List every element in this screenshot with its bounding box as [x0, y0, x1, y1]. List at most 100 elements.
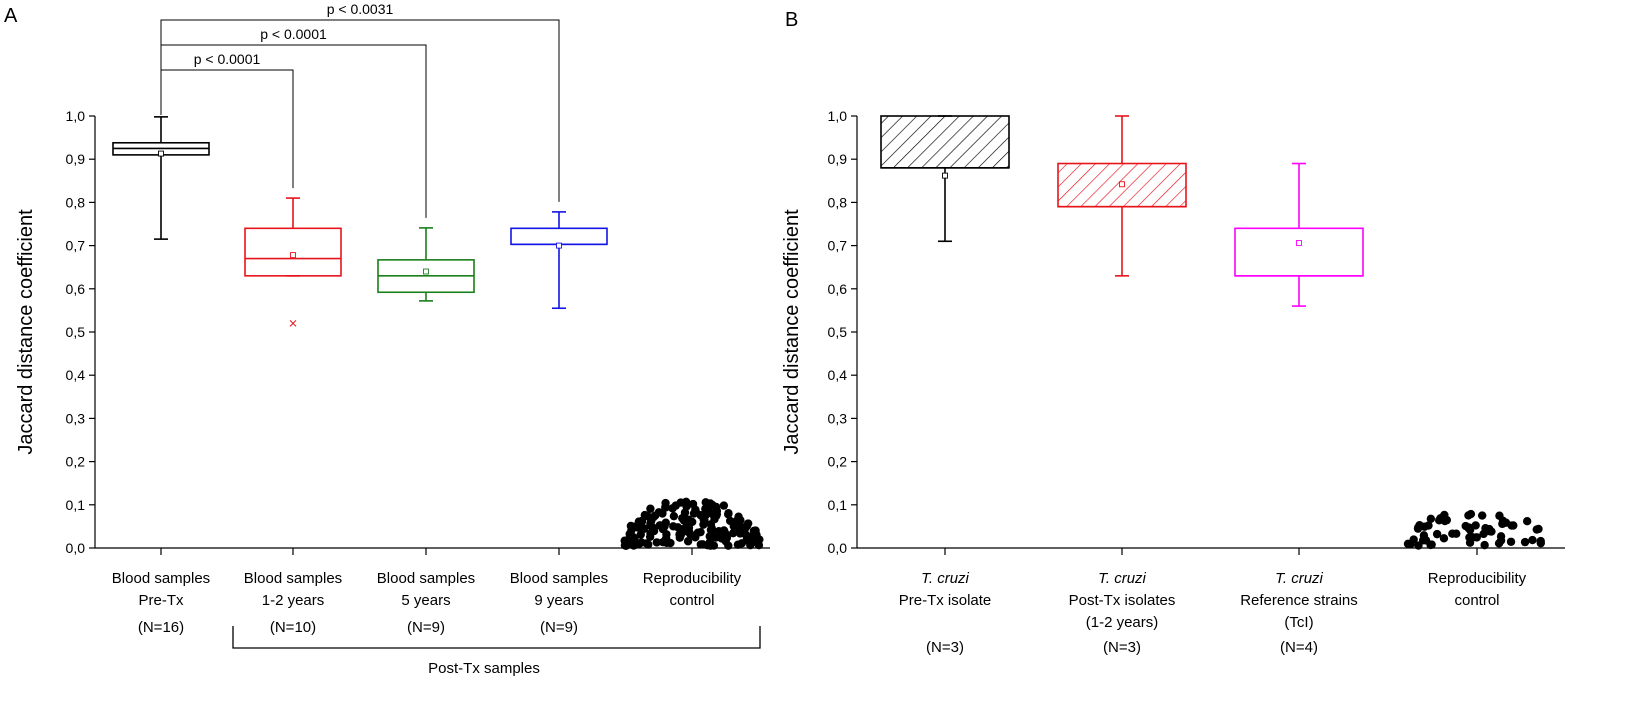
data-dot: [661, 518, 670, 527]
box-2: [1057, 115, 1187, 277]
data-dot: [676, 531, 685, 540]
post-tx-bracket: [232, 626, 761, 649]
x-label-line1: T. cruzi: [1275, 570, 1323, 587]
x-label-line2: 5 years: [401, 592, 450, 609]
data-dot: [1480, 540, 1489, 550]
data-dot: [625, 529, 634, 539]
data-dot: [1496, 532, 1506, 541]
x-label-line2: Pre-Tx isolate: [899, 592, 992, 609]
mean-marker: [1296, 240, 1302, 246]
box-1: [880, 115, 1010, 243]
data-dot: [678, 514, 687, 523]
data-dot: [1426, 540, 1435, 550]
data-dot: [622, 537, 632, 546]
data-dot: [643, 540, 653, 549]
group-n-label: (N=10): [270, 619, 316, 636]
y-tick-label: 0,9: [66, 151, 86, 167]
box-body: [1234, 227, 1364, 277]
data-dot: [1536, 536, 1545, 546]
data-dot: [1495, 511, 1504, 520]
p-value-label: p < 0.0031: [327, 1, 394, 17]
x-label-line2: 1-2 years: [262, 592, 325, 609]
x-label-line1: Reproducibility: [643, 570, 742, 587]
data-dot: [696, 527, 705, 537]
y-tick-label: 0,6: [828, 281, 848, 297]
box-body: [880, 115, 1010, 169]
y-tick-label: 0,3: [828, 410, 848, 426]
group-n-label: (N=4): [1280, 639, 1318, 656]
data-dot: [676, 498, 685, 507]
data-dot: [1439, 534, 1449, 543]
panel-b: 0,0 0,1 0,2 0,3 0,4 0,5 0,6 0,7 0,8 0,9 1,0 Jaccard…: [781, 108, 1565, 656]
data-dot: [683, 537, 693, 546]
y-tick-label: 0,1: [66, 497, 86, 513]
data-dot: [719, 501, 729, 510]
y-tick-label: 0,3: [66, 410, 86, 426]
x-label-line2: Pre-Tx: [139, 592, 185, 609]
data-dot: [706, 525, 716, 535]
data-dot: [696, 540, 706, 549]
y-tick-label: 0,6: [66, 281, 86, 297]
mean-marker: [942, 172, 948, 179]
data-dot: [1440, 510, 1449, 520]
data-dot: [1485, 524, 1494, 534]
data-dot: [705, 532, 714, 541]
x-label-line2: 9 years: [534, 592, 583, 609]
group-n-label: (N=16): [138, 619, 184, 636]
group-n-label: (N=9): [407, 619, 445, 636]
y-tick-label: 0,5: [828, 324, 848, 340]
data-dot: [1420, 522, 1429, 531]
y-axis-title: Jaccard distance coefficient: [15, 209, 37, 455]
data-dot: [1466, 509, 1476, 519]
x-label-line1: Blood samples: [510, 570, 608, 587]
panel-a-label: A: [4, 5, 18, 27]
data-dot: [738, 528, 747, 537]
x-label-line1: T. cruzi: [921, 570, 969, 587]
data-dot: [710, 512, 719, 521]
data-dot: [701, 498, 710, 507]
y-tick-label: 1,0: [66, 108, 86, 124]
y-tick-label: 0,7: [66, 238, 86, 254]
x-label-line3: (1-2 years): [1086, 614, 1159, 631]
x-label-line2: control: [1454, 592, 1499, 609]
x-label-line3: (TcI): [1284, 614, 1313, 631]
data-dot: [750, 530, 760, 540]
y-tick-label: 0,2: [66, 454, 86, 470]
data-dot: [1506, 537, 1516, 546]
data-dot: [1465, 525, 1475, 535]
p-value-label: p < 0.0001: [260, 26, 327, 42]
y-tick-label: 1,0: [828, 108, 848, 124]
group-n-label: (N=3): [926, 639, 964, 656]
y-tick-label: 0,9: [828, 151, 848, 167]
data-dot: [1501, 518, 1511, 527]
data-dot: [636, 530, 645, 539]
box-3: [1234, 162, 1364, 307]
data-dot: [732, 523, 741, 533]
data-dot: [724, 509, 733, 518]
outlier-marker: [289, 320, 297, 327]
data-dot: [1414, 541, 1423, 550]
data-dot: [722, 533, 732, 542]
data-dot: [684, 527, 694, 537]
y-tick-label: 0,4: [66, 367, 86, 383]
x-label-line1: T. cruzi: [1098, 570, 1146, 587]
data-dot: [1520, 537, 1530, 547]
data-dot: [1434, 516, 1444, 525]
data-dot: [662, 530, 671, 539]
mean-marker: [1119, 181, 1125, 188]
x-label-line2: Post-Tx isolates: [1069, 592, 1176, 609]
data-dot: [724, 541, 733, 550]
data-dot: [709, 541, 719, 550]
data-dot: [637, 538, 646, 547]
data-dot: [684, 515, 693, 524]
data-dot: [669, 522, 678, 531]
x-label-line2: Reference strains: [1240, 592, 1358, 609]
mean-marker: [290, 252, 296, 259]
x-label-line1: Reproducibility: [1428, 570, 1527, 587]
panel-a: 0,0 0,1 0,2 0,3 0,4 0,5 0,6 0,7 0,8 0,9 1,0 Jaccard…: [15, 1, 770, 677]
box-body: [244, 227, 342, 277]
mean-marker: [423, 268, 429, 275]
data-dot: [1477, 511, 1487, 520]
box-body: [510, 227, 608, 246]
